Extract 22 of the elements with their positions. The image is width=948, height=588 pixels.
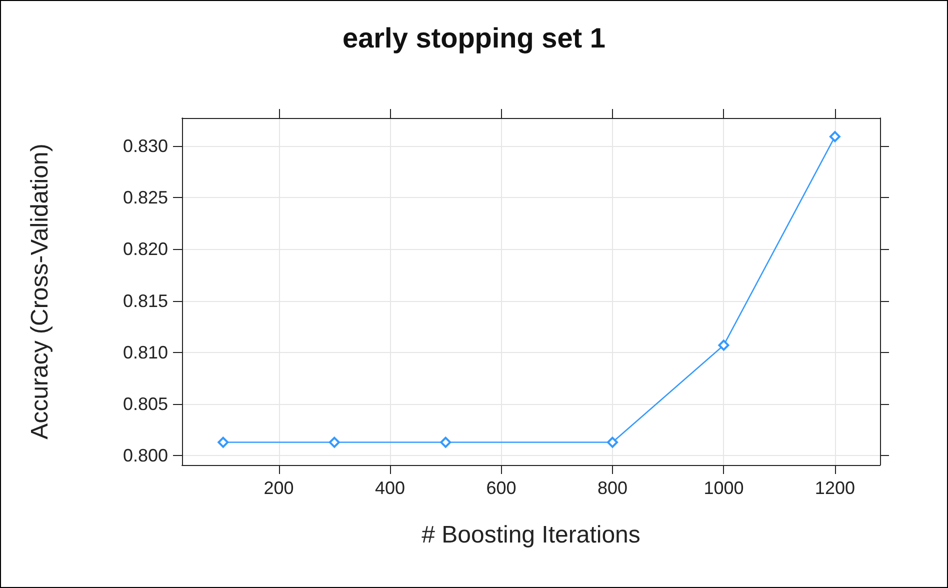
x-tick-label: 400 [374,478,406,498]
y-tick-label: 0.800 [122,446,168,466]
point [440,436,452,448]
x-tick-label: 600 [486,478,516,498]
point [606,436,618,448]
x-tick-label: 800 [597,478,628,498]
x-tick-label: 200 [264,478,294,498]
y-tick-label: 0.820 [122,239,168,260]
y-tick-label: 0.825 [122,188,168,208]
point [218,436,229,448]
y-tick-label: 0.815 [122,290,168,311]
chart-title: early stopping set 1 [342,22,606,54]
y-tick-label: 0.830 [122,136,168,156]
y-tick-label: 0.805 [122,394,168,414]
point [829,131,840,142]
x-tick-label: 1000 [704,478,744,498]
y-tick-label: 0.810 [122,342,168,362]
x-tick-label: 1200 [814,478,855,498]
point [328,436,340,448]
y-axis-title: Accuracy (Cross-Validation) [26,144,54,440]
point [718,340,730,351]
x-axis-title: # Boosting Iterations [422,522,640,548]
